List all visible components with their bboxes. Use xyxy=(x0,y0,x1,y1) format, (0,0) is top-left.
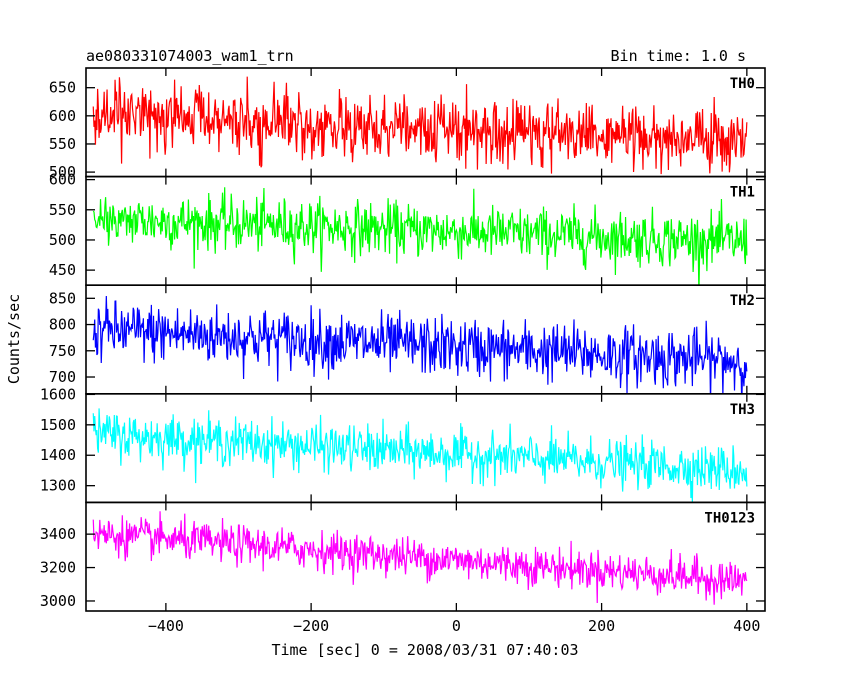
y-tick-label: 550 xyxy=(49,135,76,153)
panel-frame xyxy=(85,501,766,612)
panel-label: TH2 xyxy=(730,293,755,309)
y-tick-label: 550 xyxy=(49,201,76,219)
x-axis-label: Time [sec] 0 = 2008/03/31 07:40:03 xyxy=(271,641,578,659)
y-tick-label: 500 xyxy=(49,163,76,181)
y-axis-label: Counts/sec xyxy=(5,294,23,384)
series-line-th3 xyxy=(92,408,748,503)
y-tick-label: 1400 xyxy=(40,446,76,464)
panel-label: TH3 xyxy=(730,402,755,418)
y-tick-label: 800 xyxy=(49,316,76,334)
panel-th3: 1300 1400 1500 1600 TH3 xyxy=(40,385,766,504)
y-tick-label: 850 xyxy=(49,289,76,307)
panel-label: TH1 xyxy=(730,185,755,201)
y-tick-label: 1300 xyxy=(40,477,76,495)
panel-stack: 500 550 600 650 TH0 450 500 550 600 TH1 700 750 800 8… xyxy=(40,67,766,612)
bin-time-label: Bin time: 1.0 s xyxy=(611,47,746,65)
panel-label: TH0 xyxy=(730,76,755,92)
panel-th1: 450 500 550 600 TH1 xyxy=(49,171,766,287)
series-line-th0123 xyxy=(92,511,748,605)
x-tick-label: −400 xyxy=(148,617,184,635)
y-tick-label: 600 xyxy=(49,171,76,189)
panel-th0123: 3000 3200 3400 TH0123 xyxy=(40,501,766,612)
panel-th0: 500 550 600 650 TH0 xyxy=(49,67,766,181)
x-tick-label: 200 xyxy=(588,617,615,635)
y-tick-label: 750 xyxy=(49,342,76,360)
x-tick-label: −200 xyxy=(293,617,329,635)
chart-title: ae080331074003_wam1_trn xyxy=(86,47,294,65)
y-tick-label: 3200 xyxy=(40,559,76,577)
series-line-th2 xyxy=(92,296,748,394)
y-tick-label: 700 xyxy=(49,368,76,386)
series-line-th1 xyxy=(92,187,748,286)
x-tick-label: 0 xyxy=(452,617,461,635)
x-tick-label: 400 xyxy=(733,617,760,635)
y-tick-label: 3400 xyxy=(40,525,76,543)
y-tick-label: 600 xyxy=(49,107,76,125)
x-axis-ticks: −400 −200 0 200 400 xyxy=(148,617,761,635)
panel-th2: 700 750 800 850 TH2 xyxy=(49,284,766,395)
y-tick-label: 500 xyxy=(49,231,76,249)
y-tick-label: 650 xyxy=(49,79,76,97)
y-tick-label: 1500 xyxy=(40,416,76,434)
y-tick-label: 3000 xyxy=(40,592,76,610)
panel-label: TH0123 xyxy=(704,510,755,526)
y-tick-label: 450 xyxy=(49,261,76,279)
series-line-th0 xyxy=(92,76,748,175)
y-tick-label: 1600 xyxy=(40,385,76,403)
